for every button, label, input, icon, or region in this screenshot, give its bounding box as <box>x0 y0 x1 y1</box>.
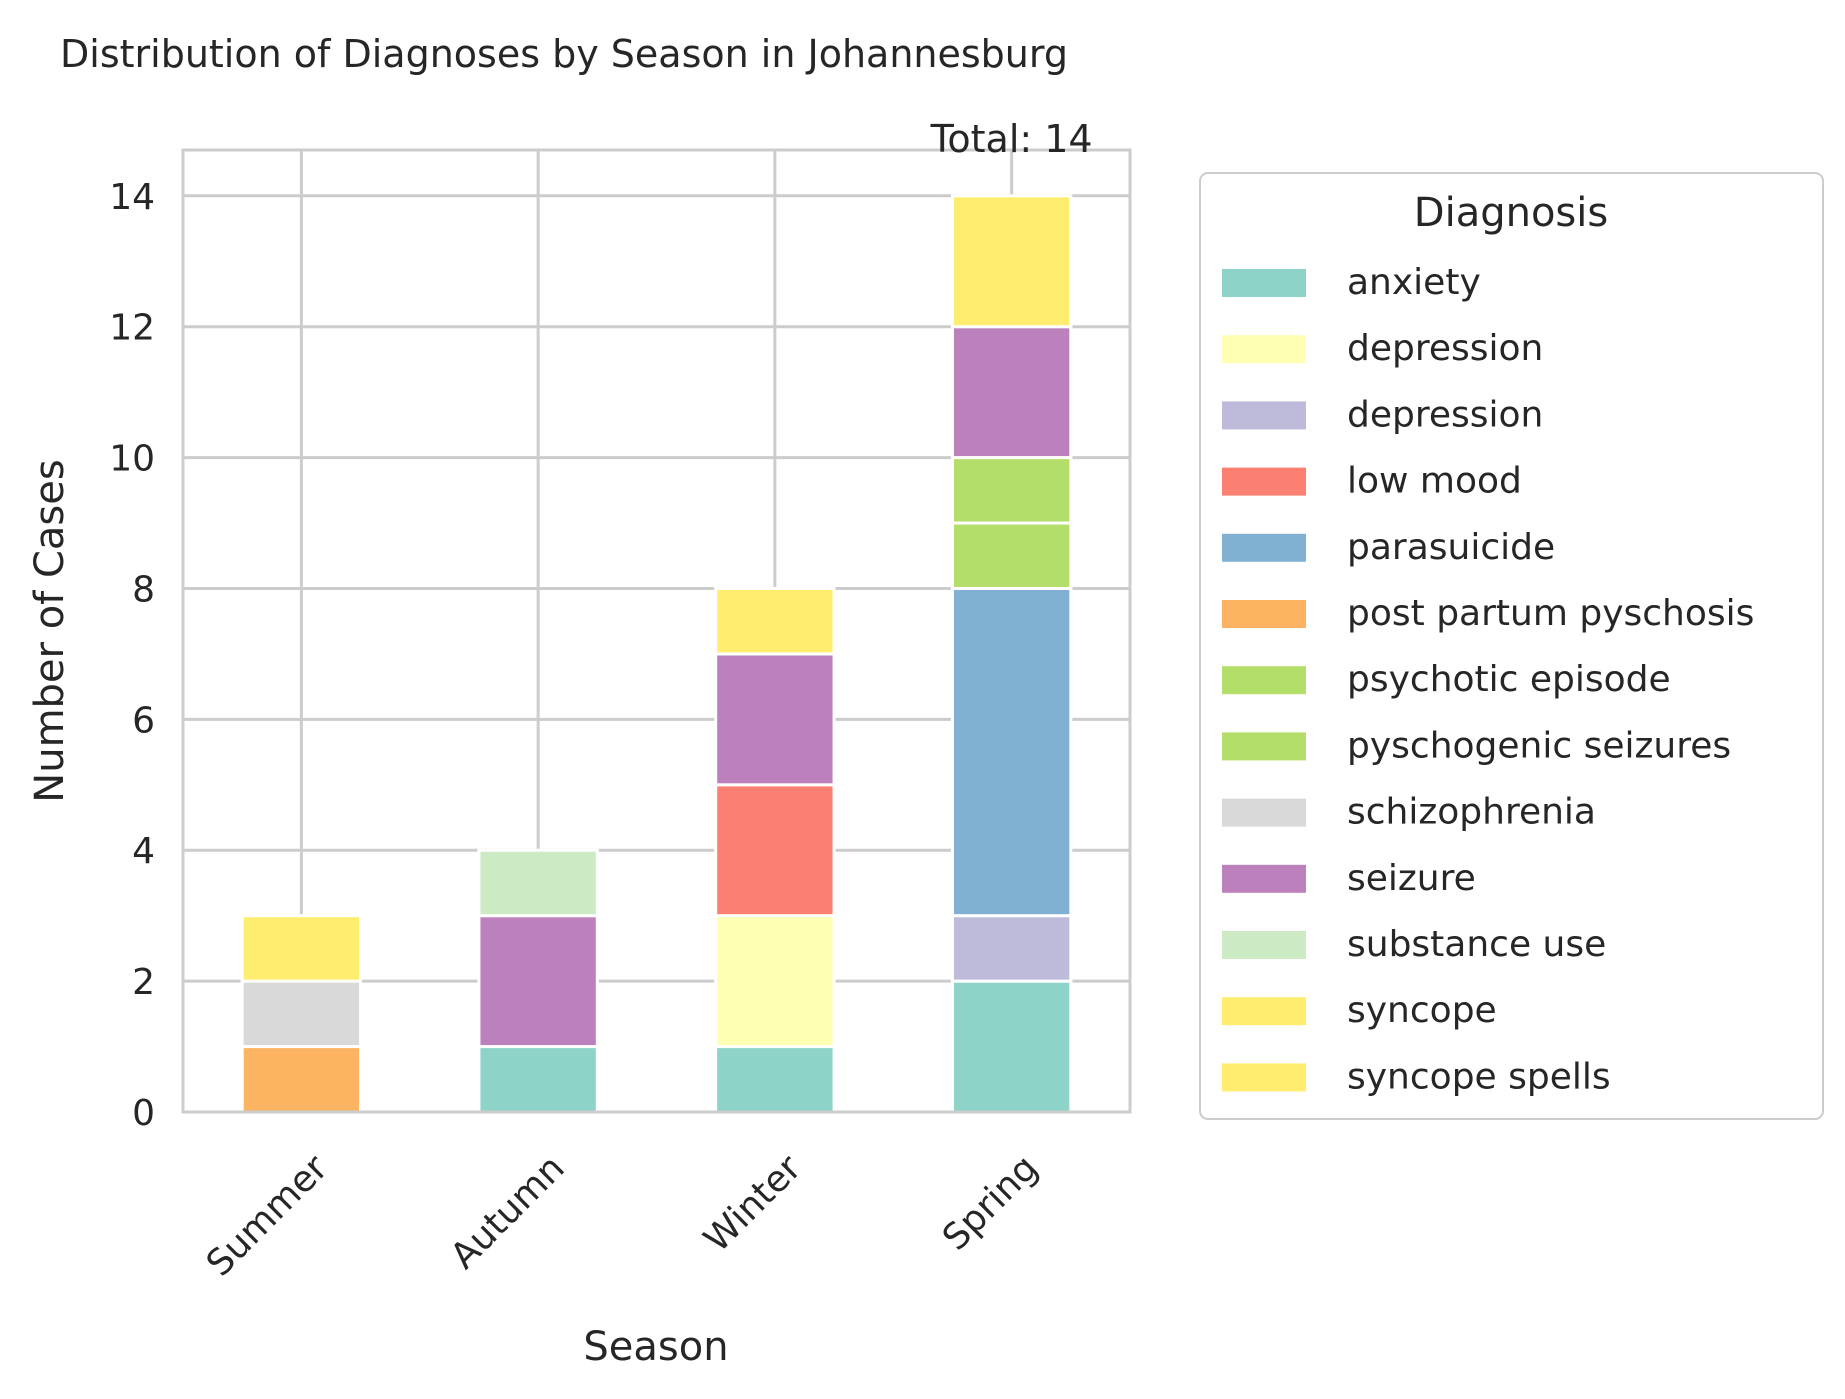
bar-segment <box>240 914 363 983</box>
legend-label: parasuicide <box>1347 527 1555 568</box>
bar-segment <box>950 456 1073 525</box>
x-tick-label: Winter <box>696 1147 809 1260</box>
legend-label: schizophrenia <box>1347 792 1596 833</box>
x-axis-label: Season <box>583 1324 728 1370</box>
x-tick-label: Autumn <box>443 1147 573 1277</box>
bar-segment <box>950 979 1073 1114</box>
bars <box>240 194 1073 1114</box>
bar-segment <box>240 1045 363 1114</box>
y-tick-label: 2 <box>132 962 155 1003</box>
y-tick-labels: 0 2 4 6 8 10 12 14 <box>109 177 155 1134</box>
x-tick-label: Summer <box>199 1147 336 1284</box>
bar-segment <box>714 652 836 787</box>
y-tick-label: 6 <box>132 700 155 741</box>
legend-label: low mood <box>1347 461 1522 502</box>
x-tick-labels: Summer Autumn Winter Spring <box>199 1147 1046 1284</box>
bar-segment <box>240 979 363 1049</box>
legend-label: seizure <box>1347 858 1476 899</box>
bar-segment <box>477 914 599 1049</box>
legend-swatch <box>1222 931 1306 959</box>
legend-label: syncope <box>1347 990 1497 1031</box>
legend-label: pyschogenic seizures <box>1347 725 1731 766</box>
legend-swatch <box>1222 732 1306 761</box>
legend: Diagnosis anxiety depression depression low… <box>1199 172 1824 1120</box>
bar-segment <box>714 586 836 656</box>
legend-swatch <box>1222 335 1306 364</box>
legend-swatch <box>1222 666 1306 695</box>
legend-label: depression <box>1347 328 1543 369</box>
legend-swatch <box>1222 997 1306 1026</box>
legend-label: depression <box>1347 394 1543 435</box>
legend-items: anxiety depression depression low mood paras… <box>1222 262 1754 1097</box>
y-tick-label: 0 <box>132 1093 155 1134</box>
bar-segment <box>950 586 1073 918</box>
x-tick-label: Spring <box>935 1147 1046 1258</box>
legend-swatch <box>1222 798 1306 827</box>
y-tick-label: 12 <box>109 308 155 349</box>
legend-title: Diagnosis <box>1414 190 1608 236</box>
legend-swatch <box>1222 864 1306 893</box>
legend-swatch <box>1222 1063 1306 1092</box>
legend-swatch <box>1222 533 1306 562</box>
bar-segment <box>714 1045 836 1114</box>
legend-frame <box>1199 172 1824 1120</box>
bar-segment <box>714 914 836 1049</box>
legend-swatch <box>1222 467 1306 496</box>
legend-swatch <box>1222 600 1306 628</box>
y-tick-label: 8 <box>132 569 155 610</box>
plot-frame <box>181 148 1132 1114</box>
y-tick-label: 4 <box>132 831 155 872</box>
bar-segment <box>950 194 1073 329</box>
y-tick-label: 10 <box>109 439 155 480</box>
total-annotation: Total: 14 <box>930 117 1093 161</box>
legend-label: psychotic episode <box>1347 659 1671 700</box>
bar-segment <box>477 848 599 918</box>
y-tick-label: 14 <box>109 177 155 218</box>
bar-segment <box>477 1045 599 1114</box>
bar-segment <box>950 914 1073 983</box>
y-axis-label: Number of Cases <box>27 459 73 802</box>
legend-swatch <box>1222 401 1306 430</box>
bar-segment <box>950 521 1073 590</box>
legend-label: substance use <box>1347 924 1606 965</box>
bar-segment <box>714 783 836 918</box>
legend-label: anxiety <box>1347 262 1481 303</box>
legend-swatch <box>1222 269 1306 297</box>
bar-segment <box>950 325 1073 460</box>
legend-label: syncope spells <box>1347 1056 1611 1097</box>
legend-label: post partum pyschosis <box>1347 593 1754 634</box>
chart-title: Distribution of Diagnoses by Season in J… <box>60 32 1068 76</box>
